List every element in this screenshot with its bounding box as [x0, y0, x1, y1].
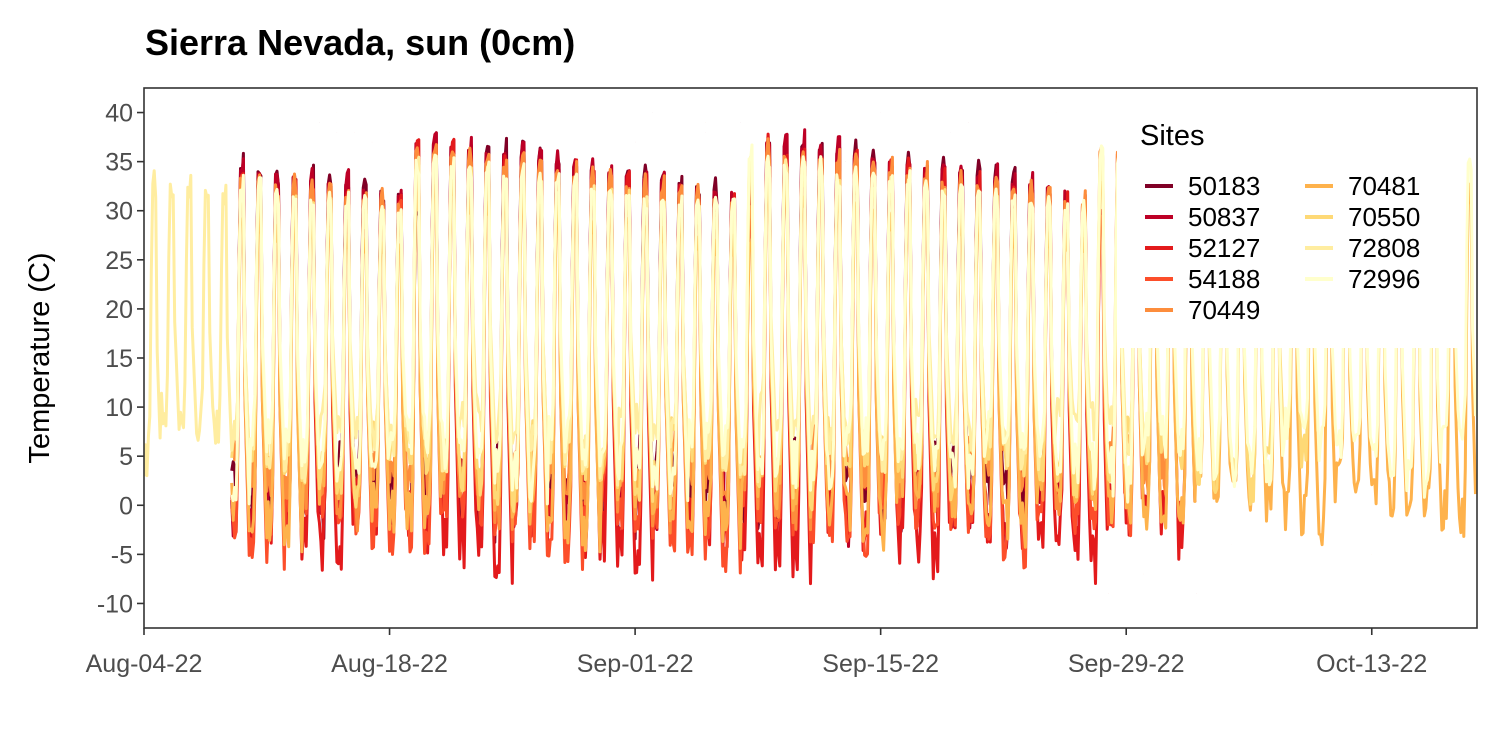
y-tick-label: 35 — [105, 149, 133, 177]
y-tick-label: 5 — [119, 443, 133, 471]
legend-label-72996: 72996 — [1348, 264, 1420, 294]
x-tick-label: Sep-29-22 — [1068, 650, 1185, 678]
y-tick-label: 15 — [105, 345, 133, 373]
legend-label-72808: 72808 — [1348, 233, 1420, 263]
y-tick-label: -10 — [97, 590, 133, 618]
y-tick-label: 20 — [105, 296, 133, 324]
y-tick-label: 25 — [105, 247, 133, 275]
y-tick-label: 0 — [119, 492, 133, 520]
series-line-72996 — [230, 143, 1477, 506]
legend-label-50183: 50183 — [1188, 171, 1260, 201]
chart-title: Sierra Nevada, sun (0cm) — [145, 22, 575, 63]
x-tick-label: Aug-04-22 — [86, 650, 203, 678]
legend-label-52127: 52127 — [1188, 233, 1260, 263]
x-tick-label: Aug-18-22 — [331, 650, 448, 678]
x-axis: Aug-04-22 Aug-18-22 Sep-01-22 Sep-15-22 Sep-… — [86, 628, 1427, 678]
y-tick-label: -5 — [111, 541, 133, 569]
legend-label-70449: 70449 — [1188, 295, 1260, 325]
y-tick-label: 30 — [105, 198, 133, 226]
legend-title: Sites — [1140, 120, 1204, 152]
legend-background — [1117, 102, 1463, 348]
y-tick-label: 40 — [105, 100, 133, 128]
legend-label-50837: 50837 — [1188, 202, 1260, 232]
legend-label-70481: 70481 — [1348, 171, 1420, 201]
y-tick-label: 10 — [105, 394, 133, 422]
x-tick-label: Oct-13-22 — [1316, 650, 1427, 678]
y-axis-title: Temperature (C) — [24, 252, 56, 463]
x-tick-label: Sep-15-22 — [822, 650, 939, 678]
y-axis: -10 -5 0 5 10 15 20 25 30 35 40 — [97, 100, 144, 618]
legend-label-70550: 70550 — [1348, 202, 1420, 232]
legend-label-54188: 54188 — [1188, 264, 1260, 294]
x-tick-label: Sep-01-22 — [577, 650, 694, 678]
